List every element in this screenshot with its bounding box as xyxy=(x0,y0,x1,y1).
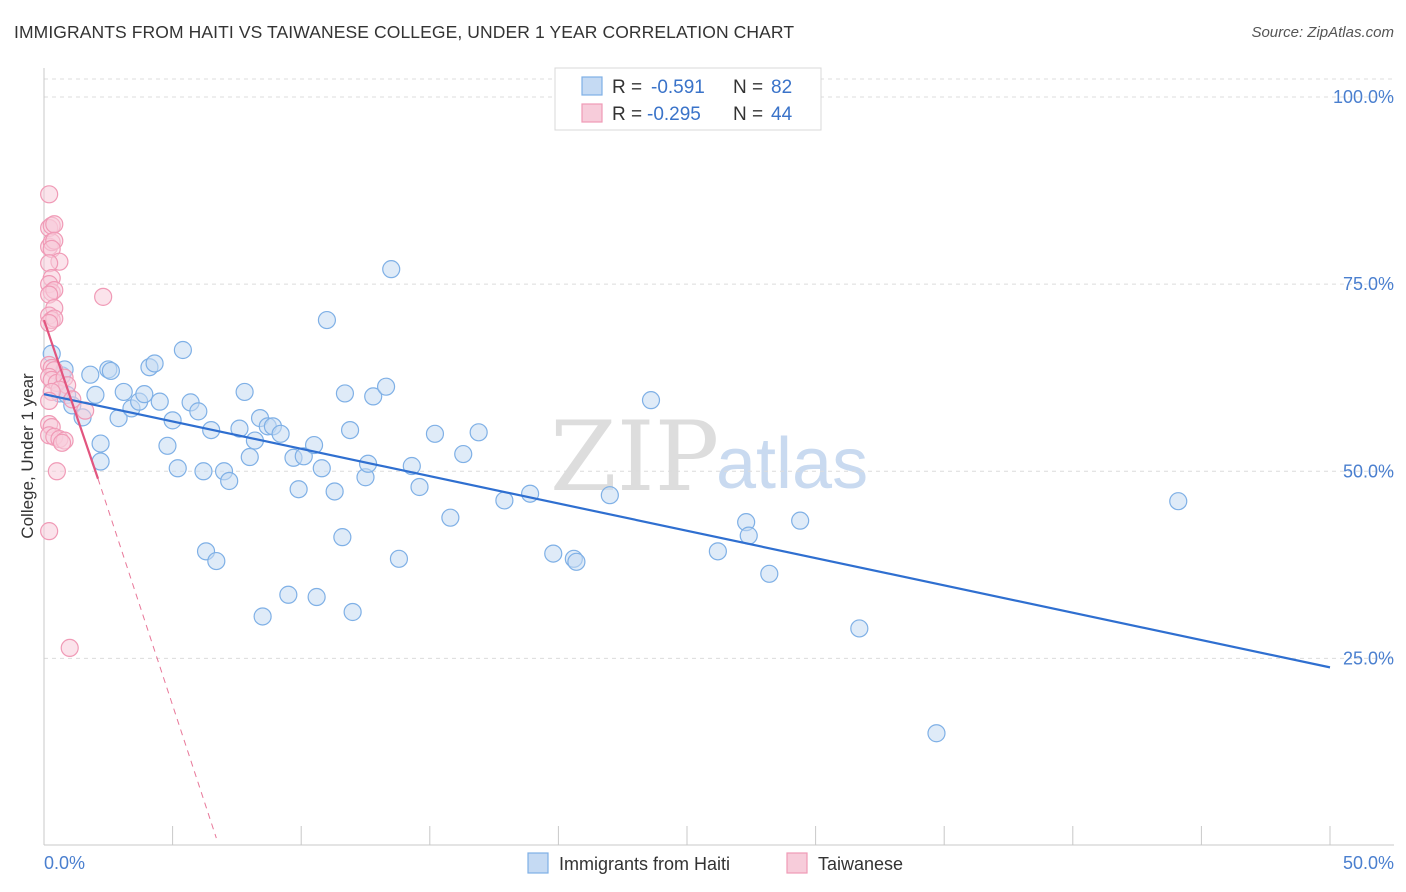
source-label: Source: ZipAtlas.com xyxy=(1251,24,1394,41)
x-tick-label-min: 0.0% xyxy=(44,853,85,873)
haiti-point-73 xyxy=(708,542,727,561)
haiti-point-24 xyxy=(173,340,192,360)
taiwanese-point-19 xyxy=(40,313,59,333)
haiti-point-68 xyxy=(544,544,563,563)
haiti-point-35 xyxy=(240,447,259,467)
taiwanese-point-3 xyxy=(45,215,64,234)
y-axis-label: College, Under 1 year xyxy=(18,373,37,539)
haiti-point-60 xyxy=(402,456,421,476)
trend-line-taiwanese xyxy=(42,319,100,480)
haiti-point-64 xyxy=(454,444,473,464)
x-ticks xyxy=(43,826,1331,845)
y-tick-label-2: 75.0% xyxy=(1343,274,1394,294)
grid-lines xyxy=(44,78,1394,659)
trend-line-haiti xyxy=(43,393,1331,669)
haiti-point-49 xyxy=(325,482,344,501)
series-haiti-points xyxy=(42,260,1188,743)
haiti-point-56 xyxy=(364,387,383,406)
y-tick-label-3: 100.0% xyxy=(1333,87,1394,107)
haiti-point-41 xyxy=(279,585,298,604)
legend-taiwanese-n-label: N = xyxy=(733,104,763,125)
haiti-point-78 xyxy=(850,619,869,638)
taiwanese-point-9 xyxy=(40,254,59,273)
haiti-point-79 xyxy=(927,724,946,743)
haiti-point-81 xyxy=(253,607,272,626)
legend-swatch-taiwanese xyxy=(581,103,603,123)
legend-taiwanese-n-value: 44 xyxy=(771,104,793,125)
watermark-zip: ZIP xyxy=(550,401,719,513)
haiti-point-26 xyxy=(189,402,208,421)
haiti-point-40 xyxy=(271,424,290,443)
haiti-point-23 xyxy=(168,459,187,478)
y-tick-labels: 25.0% 50.0% 75.0% 100.0% xyxy=(1333,87,1394,668)
haiti-point-14 xyxy=(114,382,133,402)
haiti-point-63 xyxy=(441,508,460,527)
haiti-point-7 xyxy=(81,365,100,384)
taiwanese-point-42 xyxy=(94,287,113,306)
legend-bottom-label-haiti: Immigrants from Haiti xyxy=(559,854,730,874)
legend-bottom-label-taiwanese: Taiwanese xyxy=(818,854,903,874)
legend-top: R = -0.591 N = 82 R = -0.295 N = 44 xyxy=(554,67,822,131)
haiti-point-33 xyxy=(230,419,249,438)
haiti-point-51 xyxy=(335,384,355,403)
legend-haiti-r-label: R = xyxy=(612,77,642,98)
haiti-point-32 xyxy=(220,471,239,491)
taiwanese-point-43 xyxy=(52,433,72,452)
legend-bottom: Immigrants from Haiti Taiwanese xyxy=(527,852,903,874)
haiti-point-8 xyxy=(86,385,105,405)
haiti-point-47 xyxy=(312,459,331,478)
legend-bottom-swatch-haiti xyxy=(527,852,549,874)
legend-taiwanese-r-label: R = xyxy=(612,104,642,125)
chart-title: IMMIGRANTS FROM HAITI VS TAIWANESE COLLE… xyxy=(14,22,795,42)
haiti-point-21 xyxy=(158,436,177,455)
legend-haiti-n-value: 82 xyxy=(771,77,792,98)
haiti-point-19 xyxy=(145,354,164,373)
haiti-point-71 xyxy=(600,486,619,505)
haiti-point-58 xyxy=(382,260,401,279)
taiwanese-point-0 xyxy=(40,185,59,204)
haiti-point-43 xyxy=(289,480,308,499)
haiti-point-12 xyxy=(101,361,120,381)
haiti-point-20 xyxy=(150,392,169,411)
haiti-point-50 xyxy=(333,528,352,547)
haiti-point-34 xyxy=(235,382,254,402)
series-taiwanese-points xyxy=(40,185,113,658)
legend-swatch-haiti xyxy=(581,76,603,96)
taiwanese-point-40 xyxy=(40,522,59,541)
haiti-point-77 xyxy=(791,511,810,530)
haiti-point-27 xyxy=(194,462,213,481)
haiti-point-44 xyxy=(294,447,313,466)
haiti-point-45 xyxy=(304,435,324,455)
haiti-point-9 xyxy=(91,434,110,453)
y-tick-label-0: 25.0% xyxy=(1343,648,1394,668)
haiti-point-70 xyxy=(567,552,586,571)
legend-haiti-r-value: -0.591 xyxy=(651,77,705,98)
legend-taiwanese-r-value: -0.295 xyxy=(647,104,701,125)
haiti-point-52 xyxy=(340,420,360,440)
haiti-point-80 xyxy=(1169,492,1188,511)
haiti-point-57 xyxy=(376,377,396,396)
y-tick-label-1: 50.0% xyxy=(1343,461,1394,481)
haiti-point-59 xyxy=(389,549,409,568)
haiti-point-17 xyxy=(135,385,154,404)
haiti-point-48 xyxy=(317,310,337,330)
haiti-point-30 xyxy=(207,551,226,571)
taiwanese-point-39 xyxy=(47,462,66,481)
haiti-point-72 xyxy=(641,391,661,410)
haiti-point-65 xyxy=(469,423,488,442)
x-tick-label-max: 50.0% xyxy=(1343,853,1394,873)
legend-haiti-n-label: N = xyxy=(733,77,763,98)
haiti-point-76 xyxy=(760,564,779,583)
haiti-point-66 xyxy=(495,491,514,510)
haiti-point-62 xyxy=(425,424,445,443)
taiwanese-point-41 xyxy=(60,638,79,658)
watermark-atlas: atlas xyxy=(716,424,868,504)
trend-lines xyxy=(42,319,1331,839)
haiti-point-53 xyxy=(343,602,362,622)
haiti-point-46 xyxy=(307,587,326,607)
legend-bottom-swatch-taiwanese xyxy=(786,852,808,874)
trend-line-taiwanese-extension xyxy=(97,478,217,839)
haiti-point-61 xyxy=(410,477,429,497)
